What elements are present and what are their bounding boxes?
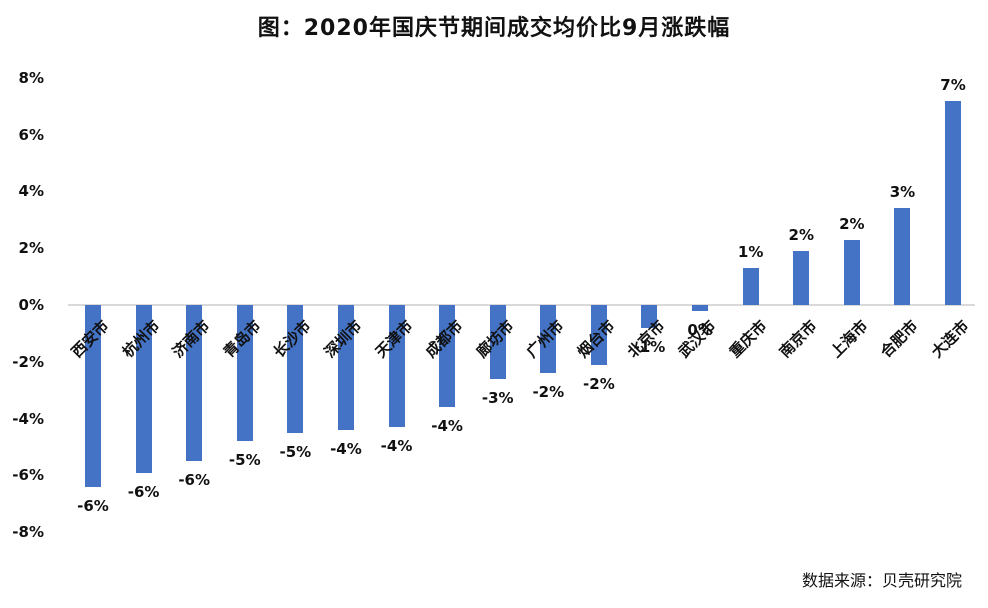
bar-10 xyxy=(540,305,557,374)
value-label-1: -6% xyxy=(77,496,109,515)
value-label-12: -1% xyxy=(633,337,666,356)
bar-3 xyxy=(186,305,203,462)
bar-4 xyxy=(236,305,253,442)
value-label-10: -2% xyxy=(532,383,565,402)
bar-9 xyxy=(489,305,506,379)
bar-17 xyxy=(894,208,911,305)
bar-6 xyxy=(337,305,354,430)
value-label-7: -4% xyxy=(380,437,413,456)
bar-8 xyxy=(439,305,456,408)
y-axis-tick-label: -4% xyxy=(12,409,44,428)
bar-18 xyxy=(945,100,962,305)
value-label-15: 2% xyxy=(788,226,814,245)
bar-12 xyxy=(641,305,658,328)
value-label-6: -4% xyxy=(330,439,362,458)
y-axis-tick-label: -6% xyxy=(12,466,44,485)
value-label-2: -6% xyxy=(127,482,160,501)
data-source-note: 数据来源：贝壳研究院 xyxy=(801,571,962,590)
y-axis-tick-label: 2% xyxy=(18,239,44,258)
value-label-18: 7% xyxy=(940,75,966,94)
bar-1 xyxy=(85,305,101,487)
zero-axis-line xyxy=(68,304,975,306)
value-label-9: -3% xyxy=(481,388,514,407)
value-label-17: 3% xyxy=(889,183,916,202)
bar-5 xyxy=(287,305,304,433)
bar-7 xyxy=(388,305,405,428)
value-label-3: -6% xyxy=(178,471,211,490)
y-axis-tick-label: 0% xyxy=(18,296,44,314)
value-label-14: 1% xyxy=(737,243,764,262)
value-label-16: 2% xyxy=(839,214,865,233)
bar-14 xyxy=(742,268,759,305)
y-axis-tick-label: -8% xyxy=(12,523,44,542)
value-label-5: -5% xyxy=(279,442,312,461)
value-label-13: 0% xyxy=(687,320,713,339)
value-label-4: -5% xyxy=(228,451,261,470)
y-axis-tick-label: 6% xyxy=(18,125,44,144)
chart-title: 图：2020年国庆节期间成交均价比9月涨跌幅 xyxy=(257,16,731,41)
y-axis-tick-label: -2% xyxy=(12,352,44,371)
value-label-11: -2% xyxy=(583,374,615,393)
bar-15 xyxy=(793,251,810,305)
bar-2 xyxy=(135,305,152,473)
bar-11 xyxy=(590,305,607,365)
y-axis-tick-label: 4% xyxy=(18,182,44,201)
value-label-8: -4% xyxy=(431,417,463,436)
y-axis-tick-label: 8% xyxy=(18,68,44,87)
bar-16 xyxy=(843,239,860,305)
bar-13 xyxy=(692,305,709,311)
